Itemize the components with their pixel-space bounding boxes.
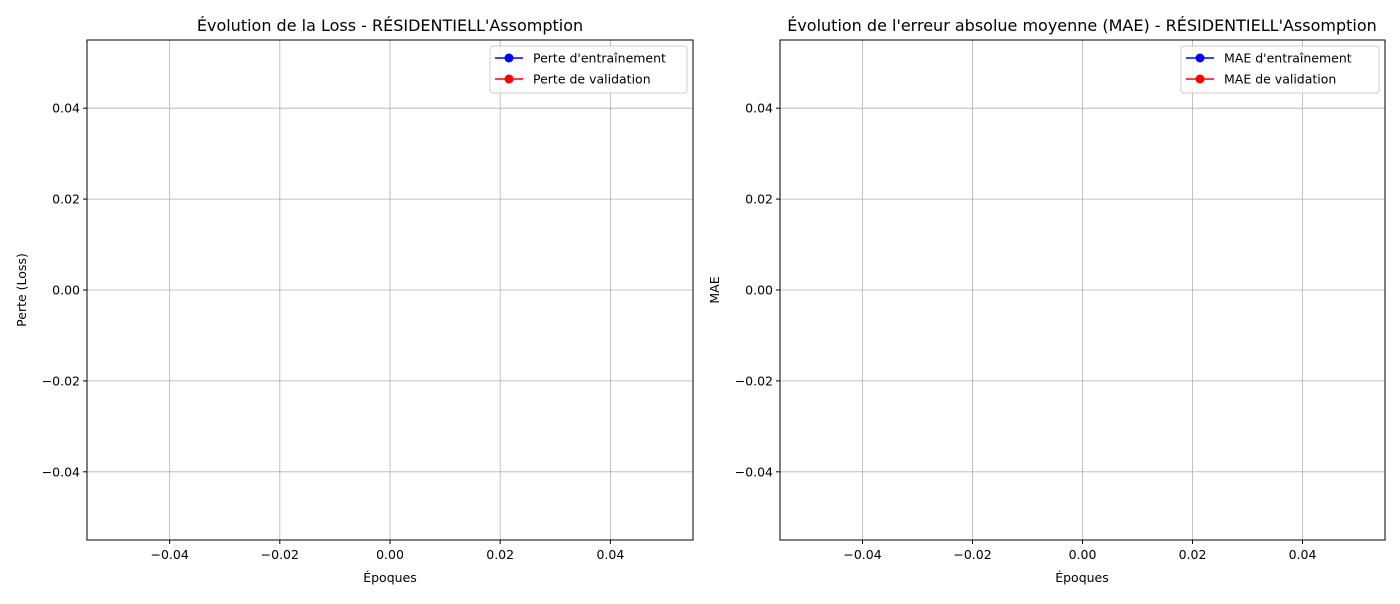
loss-chart-legend-marker-1 [504,74,514,84]
loss-chart-x-tick-label: 0.02 [486,547,514,562]
loss-chart-grid [87,40,693,540]
mae-chart-x-tick-label: −0.02 [953,547,991,562]
loss-chart-x-tick-label: −0.02 [261,547,299,562]
mae-chart-legend-box [1180,45,1380,94]
loss-chart-y-tick-label: 0.00 [52,283,80,298]
loss-chart-legend: Perte d'entraînement Perte de validation [489,45,688,94]
mae-chart-x-tick-label: 0.04 [1289,547,1317,562]
loss-chart-y-tick-label: 0.04 [52,101,80,116]
mae-chart-legend-label-1: MAE de validation [1224,72,1336,87]
mae-chart-title: Évolution de l'erreur absolue moyenne (M… [787,16,1377,35]
loss-chart-x-tick-label: −0.04 [150,547,188,562]
mae-chart-x-tick-label: −0.04 [843,547,881,562]
loss-chart-x-tick-label: 0.04 [596,547,624,562]
mae-chart-grid [780,40,1385,540]
loss-chart-ylabel: Perte (Loss) [14,253,29,327]
loss-chart-y-tick-label: 0.02 [52,192,80,207]
loss-chart-x-tick-label: 0.00 [376,547,404,562]
loss-chart-legend-box [489,45,688,94]
mae-chart-x-tick-label: 0.00 [1069,547,1097,562]
mae-chart-y-tick-label: −0.02 [735,373,773,388]
mae-chart-legend-label-0: MAE d'entraînement [1224,51,1352,66]
mae-chart-x-tick-label: 0.02 [1179,547,1207,562]
mae-chart-y-tick-label: 0.04 [745,101,773,116]
mae-chart-xlabel: Époques [1055,570,1109,585]
loss-chart: Évolution de la Loss - RÉSIDENTIELL'Asso… [14,16,694,585]
mae-chart-legend-marker-1 [1195,74,1205,84]
loss-chart-y-tick-label: −0.04 [42,464,80,479]
loss-chart-legend-label-0: Perte d'entraînement [533,51,666,66]
mae-chart-ylabel: MAE [707,276,722,303]
mae-chart-y-tick-label: −0.04 [735,464,773,479]
loss-chart-y-tick-label: −0.02 [42,373,80,388]
mae-chart-y-tick-label: 0.00 [745,283,773,298]
loss-chart-title: Évolution de la Loss - RÉSIDENTIELL'Asso… [197,16,583,35]
mae-chart-legend-marker-0 [1195,53,1205,63]
mae-chart-y-tick-label: 0.02 [745,192,773,207]
mae-chart: Évolution de l'erreur absolue moyenne (M… [707,16,1386,585]
loss-chart-legend-label-1: Perte de validation [533,72,651,87]
loss-chart-xlabel: Époques [363,570,417,585]
loss-chart-legend-marker-0 [504,53,514,63]
mae-chart-legend: MAE d'entraînement MAE de validation [1180,45,1380,94]
